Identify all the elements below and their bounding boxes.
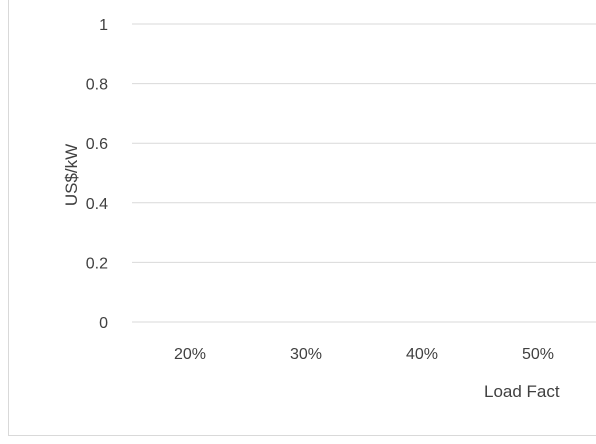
y-tick-label: 0.8 [86,77,108,94]
x-tick-label: 20% [174,346,206,363]
y-axis-label: US$/kW [62,144,81,206]
chart-border [8,0,596,436]
y-tick-label: 0 [99,315,108,332]
x-tick-labels: 20% 30% 40% 50% [174,346,554,363]
y-tick-label: 0.6 [86,136,108,153]
y-tick-labels: 0 0.2 0.4 0.6 0.8 1 [86,17,108,332]
y-tick-label: 0.4 [86,196,108,213]
y-tick-label: 1 [99,17,108,34]
x-axis-label: Load Fact [484,382,560,401]
x-tick-label: 30% [290,346,322,363]
y-tick-label: 0.2 [86,255,108,272]
gridlines [132,23,596,323]
x-tick-label: 40% [406,346,438,363]
x-tick-label: 50% [522,346,554,363]
